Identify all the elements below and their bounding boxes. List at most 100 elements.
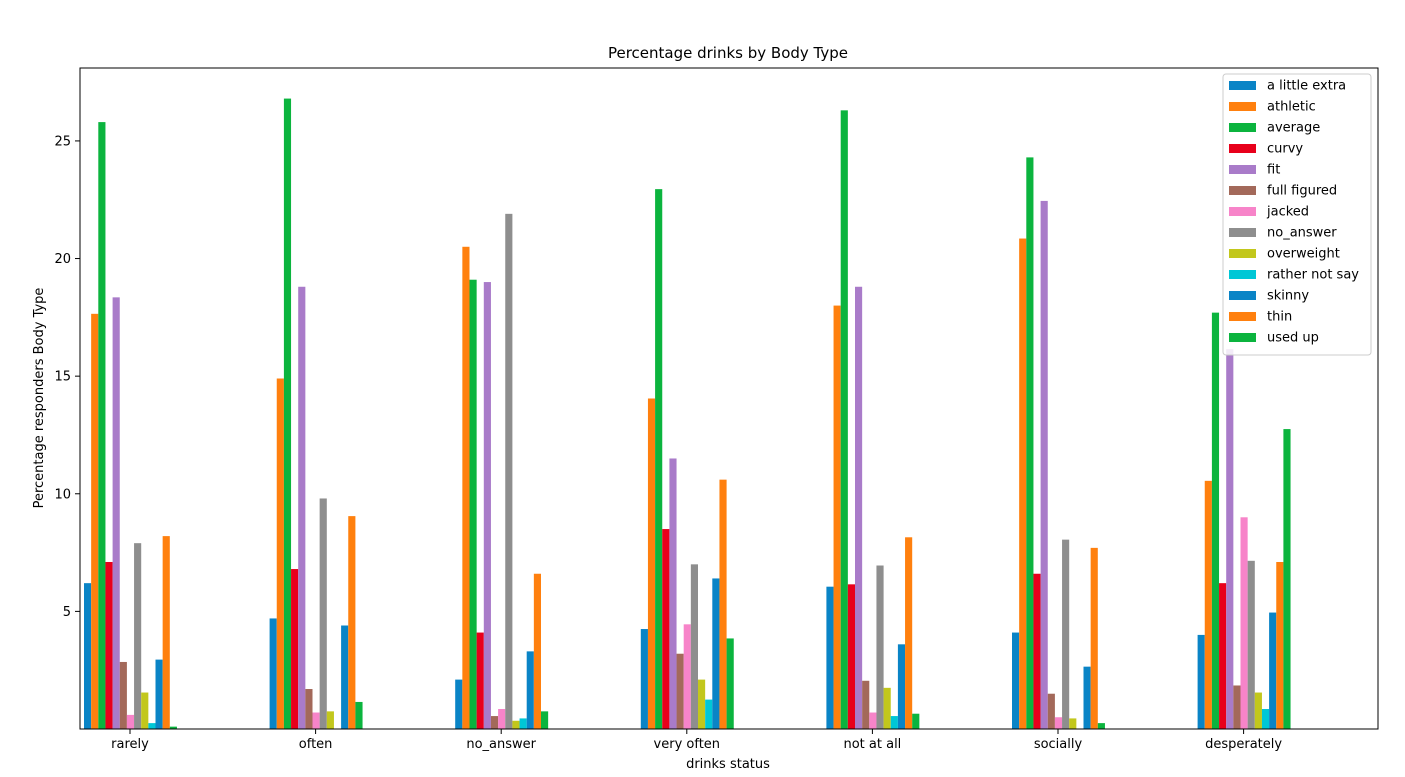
bar-full-figured-often <box>305 689 313 729</box>
bar-fit-often <box>298 286 306 729</box>
bar-overweight-very-often <box>698 679 706 729</box>
bar-thin-no-answer <box>533 573 541 729</box>
legend-label-skinny: skinny <box>1267 289 1309 304</box>
legend-label-overweight: overweight <box>1267 247 1340 262</box>
legend-label-athletic: athletic <box>1267 100 1316 115</box>
bars-layer <box>84 98 1291 730</box>
bar-a-little-extra-desperately <box>1197 634 1205 729</box>
legend-swatch-jacked <box>1229 207 1256 216</box>
bar-jacked-rarely <box>126 714 135 729</box>
x-axis-label: drinks status <box>686 757 770 772</box>
legend-swatch-curvy <box>1229 144 1256 153</box>
bar-jacked-often <box>312 712 320 729</box>
bar-used-up-not-at-all <box>912 713 920 729</box>
bar-skinny-rarely <box>155 659 163 729</box>
bar-fit-very-often <box>669 458 677 729</box>
bar-average-very-often <box>655 189 663 729</box>
bar-curvy-often <box>291 569 299 729</box>
bar-overweight-desperately <box>1254 692 1262 729</box>
x-tick-label: rarely <box>111 737 149 752</box>
legend-label-thin: thin <box>1267 310 1292 325</box>
bar-used-up-desperately <box>1283 429 1291 729</box>
legend-swatch-rather-not-say <box>1229 270 1256 279</box>
y-axis-label: Percentage responders Body Type <box>32 288 47 509</box>
legend-swatch-average <box>1229 123 1256 132</box>
legend-label-a-little-extra: a little extra <box>1267 79 1346 94</box>
bar-a-little-extra-socially <box>1012 632 1020 729</box>
y-tick-label: 10 <box>54 487 71 502</box>
bar-curvy-desperately <box>1219 583 1227 729</box>
bar-full-figured-not-at-all <box>862 680 870 729</box>
bar-fit-desperately <box>1226 349 1234 729</box>
x-tick-label: often <box>299 737 333 752</box>
legend-label-full-figured: full figured <box>1267 184 1337 199</box>
x-tick-label: not at all <box>843 737 901 752</box>
bar-fit-not-at-all <box>855 286 863 729</box>
bar-thin-not-at-all <box>905 537 913 729</box>
bar-fit-rarely <box>112 297 120 729</box>
bar-a-little-extra-very-often <box>640 629 648 729</box>
bar-rather-not-say-not-at-all <box>890 716 898 729</box>
bar-skinny-very-often <box>712 578 720 729</box>
bar-athletic-socially <box>1019 238 1027 730</box>
bar-full-figured-rarely <box>119 661 127 729</box>
bar-skinny-socially <box>1083 666 1091 729</box>
bar-athletic-not-at-all <box>833 305 841 729</box>
bar-a-little-extra-not-at-all <box>826 586 834 729</box>
bar-average-desperately <box>1211 312 1220 729</box>
bar-no-answer-often <box>319 498 327 729</box>
bar-no-answer-not-at-all <box>876 565 884 729</box>
bar-overweight-socially <box>1069 718 1077 729</box>
legend-swatch-athletic <box>1229 102 1256 111</box>
bar-skinny-no-answer <box>526 651 534 729</box>
bar-average-rarely <box>98 122 106 730</box>
legend-label-no-answer: no_answer <box>1267 226 1337 241</box>
bar-a-little-extra-often <box>269 618 277 729</box>
legend: a little extra athletic average curvy fit ful… <box>1222 73 1372 356</box>
legend-label-jacked: jacked <box>1266 205 1309 220</box>
bar-curvy-socially <box>1033 573 1041 729</box>
bar-thin-very-often <box>719 479 727 729</box>
bar-average-no-answer <box>469 279 477 729</box>
legend-label-fit: fit <box>1267 163 1280 178</box>
bar-full-figured-no-answer <box>490 716 499 729</box>
legend-label-rather-not-say: rather not say <box>1267 268 1359 283</box>
bar-average-socially <box>1026 157 1034 729</box>
legend-swatch-fit <box>1229 165 1256 174</box>
chart-title: Percentage drinks by Body Type <box>608 44 848 62</box>
x-tick-label: no_answer <box>466 737 536 752</box>
bar-thin-desperately <box>1276 561 1284 729</box>
bar-full-figured-desperately <box>1233 685 1241 729</box>
bar-jacked-socially <box>1054 717 1063 729</box>
legend-swatch-a-little-extra <box>1229 81 1256 90</box>
bar-jacked-very-often <box>683 624 691 729</box>
bar-used-up-no-answer <box>541 711 549 729</box>
bar-average-often <box>283 98 292 729</box>
bar-overweight-no-answer <box>512 720 520 729</box>
legend-swatch-thin <box>1229 312 1256 321</box>
bar-thin-rarely <box>162 536 170 729</box>
bar-used-up-very-often <box>726 638 734 729</box>
bar-rather-not-say-no-answer <box>519 718 527 729</box>
bar-curvy-rarely <box>105 561 113 729</box>
legend-swatch-overweight <box>1229 249 1256 258</box>
bar-overweight-often <box>326 711 334 729</box>
bar-athletic-no-answer <box>462 246 470 729</box>
bar-fit-socially <box>1040 200 1048 729</box>
bar-curvy-very-often <box>662 529 670 729</box>
legend-label-curvy: curvy <box>1267 142 1303 157</box>
x-tick-label: desperately <box>1205 737 1282 752</box>
bar-rather-not-say-very-often <box>705 699 713 729</box>
bar-used-up-socially <box>1097 723 1105 729</box>
legend-label-used-up: used up <box>1267 331 1319 346</box>
bar-no-answer-rarely <box>134 543 142 729</box>
legend-box <box>1222 73 1372 356</box>
bar-used-up-often <box>355 701 363 729</box>
bar-thin-socially <box>1090 547 1098 729</box>
bar-athletic-rarely <box>91 313 99 729</box>
bar-no-answer-very-often <box>690 564 698 729</box>
bar-full-figured-socially <box>1047 693 1055 729</box>
y-tick-label: 15 <box>54 370 71 385</box>
